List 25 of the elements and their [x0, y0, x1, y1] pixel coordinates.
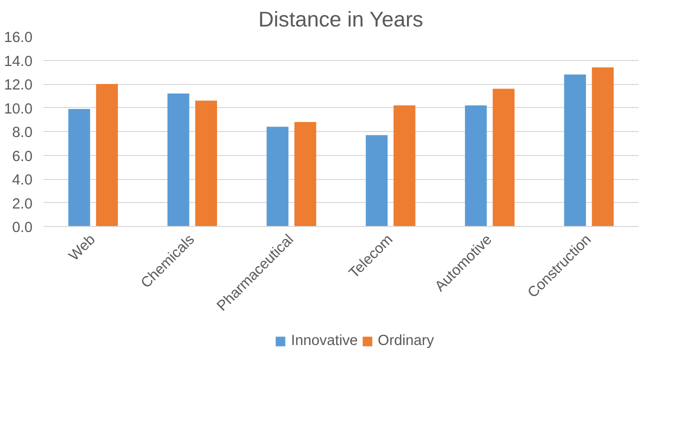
bar [592, 67, 614, 226]
bar [266, 126, 288, 226]
bar [366, 135, 388, 226]
bar [464, 105, 487, 226]
bar [68, 108, 90, 226]
bar [294, 122, 316, 226]
chart-title: Distance in Years [258, 8, 424, 32]
bar [96, 84, 118, 226]
y-tick-label: 12.0 [4, 78, 33, 94]
y-tick-label: 0.0 [12, 220, 32, 236]
y-tick-label: 16.0 [4, 30, 33, 46]
bar [394, 105, 416, 226]
bar [167, 94, 190, 226]
y-tick-label: 14.0 [4, 54, 33, 70]
bar [195, 100, 218, 226]
y-tick-label: 10.0 [4, 101, 33, 118]
bar [564, 74, 586, 226]
y-tick-label: 8.0 [12, 125, 32, 141]
legend-label: Ordinary [378, 333, 434, 349]
legend-label: Innovative [290, 333, 358, 349]
y-tick-label: 2.0 [12, 196, 32, 212]
bar [492, 88, 515, 226]
y-tick-label: 4.0 [12, 172, 32, 188]
x-tick-label: Web [66, 232, 99, 264]
y-tick-label: 6.0 [12, 148, 32, 165]
